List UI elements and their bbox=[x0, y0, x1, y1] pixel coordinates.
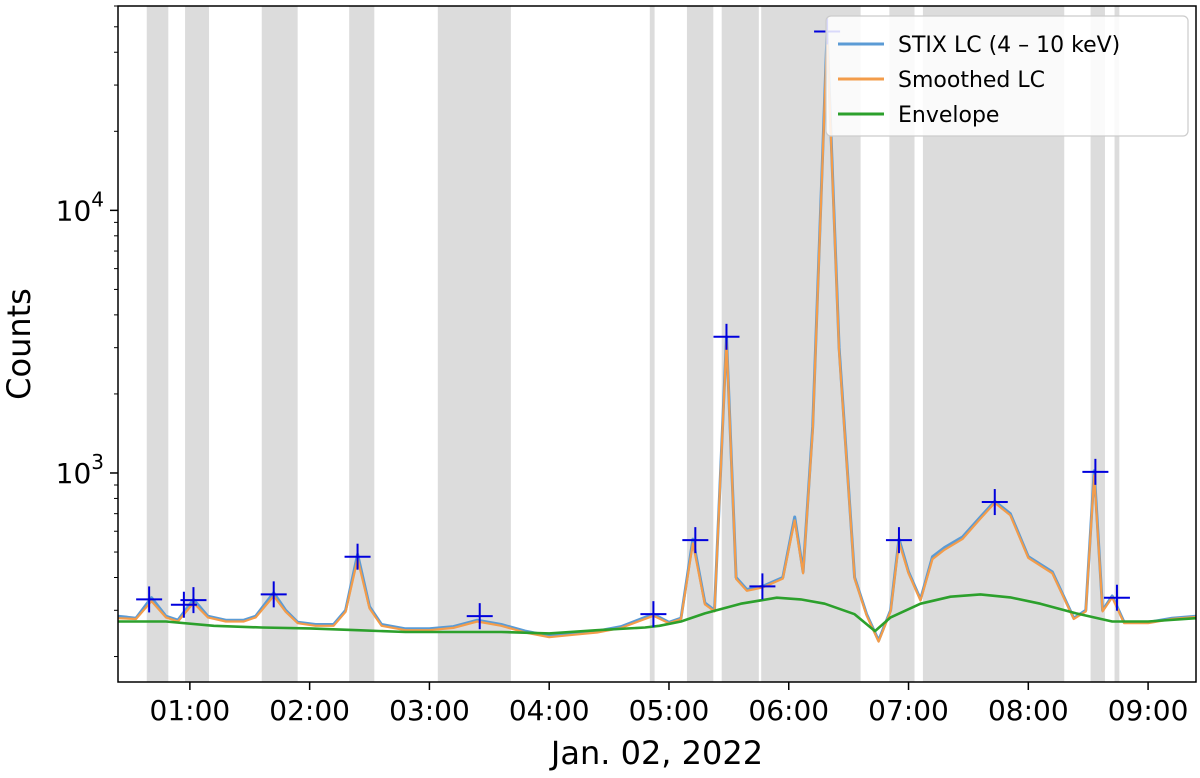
x-tick-label: 09:00 bbox=[1108, 694, 1189, 727]
y-axis-label: Counts bbox=[0, 288, 38, 400]
peak-marker bbox=[885, 527, 912, 554]
peak-marker bbox=[260, 581, 287, 608]
x-axis-ticks: 01:00 02:00 03:00 04:00 05:00 06:00 07:00 08:00… bbox=[150, 682, 1189, 727]
peak-marker bbox=[344, 543, 371, 570]
x-tick-label: 08:00 bbox=[988, 694, 1069, 727]
legend-label-stix: STIX LC (4 – 10 keV) bbox=[898, 33, 1120, 58]
y-tick-label: 104 bbox=[56, 187, 104, 227]
legend-label-smoothed: Smoothed LC bbox=[898, 68, 1045, 93]
peak-marker bbox=[1103, 584, 1130, 611]
legend-label-envelope: Envelope bbox=[898, 103, 999, 128]
y-tick-label: 103 bbox=[56, 450, 104, 490]
plot-frame bbox=[117, 5, 1197, 683]
peak-marker bbox=[180, 587, 207, 614]
shaded-interval bbox=[146, 6, 169, 682]
x-tick-label: 05:00 bbox=[629, 694, 710, 727]
peak-marker bbox=[713, 323, 740, 350]
peak-marker bbox=[682, 527, 709, 554]
x-tick-label: 03:00 bbox=[389, 694, 470, 727]
shaded-interval bbox=[185, 6, 210, 682]
series-envelope bbox=[118, 593, 1197, 635]
peak-marker bbox=[1082, 458, 1109, 485]
peak-marker bbox=[466, 603, 493, 630]
x-tick-label: 07:00 bbox=[868, 694, 949, 727]
legend: STIX LC (4 – 10 keV) Smoothed LC Envelop… bbox=[825, 15, 1189, 137]
x-tick-label: 02:00 bbox=[269, 694, 350, 727]
shaded-interval bbox=[1114, 6, 1120, 682]
y-axis-ticks: 103 104 bbox=[56, 5, 118, 658]
series-lines bbox=[117, 30, 1197, 643]
peak-marker bbox=[640, 601, 667, 628]
shaded-interval bbox=[261, 6, 298, 682]
peak-markers bbox=[136, 18, 1130, 630]
shaded-interval bbox=[686, 6, 714, 682]
shaded-interval bbox=[649, 6, 655, 682]
peak-marker bbox=[749, 573, 776, 600]
legend-box bbox=[825, 15, 1189, 137]
peak-marker bbox=[136, 586, 163, 613]
x-axis-label: Jan. 02, 2022 bbox=[549, 734, 763, 772]
x-tick-label: 06:00 bbox=[748, 694, 829, 727]
x-tick-label: 01:00 bbox=[150, 694, 231, 727]
x-tick-label: 04:00 bbox=[509, 694, 590, 727]
shaded-interval bbox=[1090, 6, 1105, 682]
peak-marker bbox=[981, 489, 1008, 516]
shaded-interval bbox=[437, 6, 511, 682]
